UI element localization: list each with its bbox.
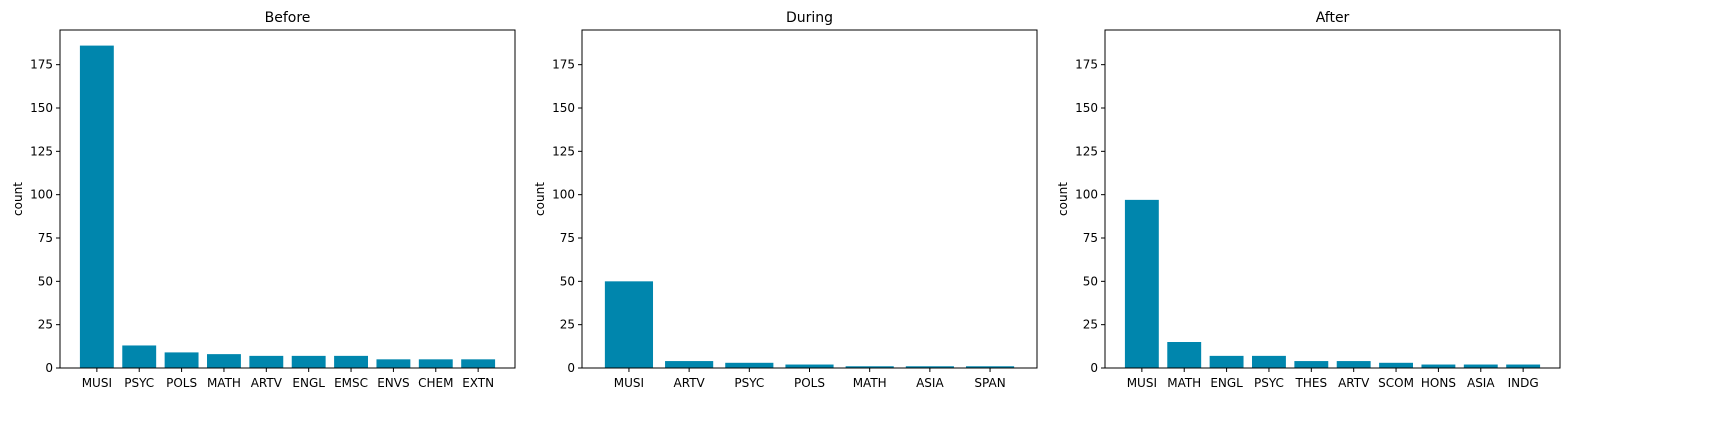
- plot-frame: [1104, 29, 1561, 369]
- x-tick-label: PSYC: [1254, 376, 1284, 390]
- bar-chem: [418, 359, 453, 368]
- x-tick-label: ARTV: [1338, 376, 1370, 390]
- y-tick-label: 75: [1083, 231, 1098, 245]
- x-tick-label: MATH: [1167, 376, 1201, 390]
- subplot-during: During count MUSI ARTV PSYC POLS MATH ASIA SPAN 0…: [533, 10, 1038, 390]
- x-tick-label: EXTN: [462, 376, 494, 390]
- bar-artv: [665, 361, 714, 368]
- x-tick-label: ENGL: [1210, 376, 1243, 390]
- chart-title: Before: [265, 10, 311, 26]
- chart-title: After: [1316, 10, 1350, 26]
- y-tick-label: 75: [560, 231, 575, 245]
- y-tick-label: 50: [560, 274, 575, 288]
- y-axis-label: count: [11, 182, 25, 216]
- chart-title: During: [786, 10, 833, 26]
- x-tick-label: THES: [1295, 376, 1328, 390]
- y-tick-label: 0: [567, 361, 575, 375]
- y-tick-label: 100: [30, 188, 53, 202]
- y-tick-label: 100: [1075, 188, 1098, 202]
- y-tick-label: 25: [560, 318, 575, 332]
- x-tick-label: ASIA: [916, 376, 944, 390]
- x-tick-label: POLS: [794, 376, 825, 390]
- bar-pols: [785, 364, 834, 368]
- y-tick-label: 0: [1090, 361, 1098, 375]
- y-tick-label: 25: [1083, 318, 1098, 332]
- x-tick-label: MUSI: [1127, 376, 1157, 390]
- x-tick-label: PSYC: [734, 376, 764, 390]
- x-tick-label: EMSC: [334, 376, 368, 390]
- y-axis-label: count: [1056, 182, 1070, 216]
- bar-emsc: [334, 355, 368, 368]
- x-tick-label: SCOM: [1378, 376, 1414, 390]
- bar-asia: [1463, 364, 1498, 368]
- bar-math: [1167, 342, 1202, 368]
- y-tick-label: 150: [1075, 101, 1098, 115]
- subplot-before: Before count MUSI PSYC POLS MATH ARTV ENGL EMSC E…: [11, 10, 516, 390]
- x-tick-label: INDG: [1508, 376, 1539, 390]
- y-tick-label: 100: [552, 188, 575, 202]
- bar-scom: [1379, 362, 1413, 368]
- x-tick-label: ASIA: [1467, 376, 1495, 390]
- y-tick-label: 175: [1075, 58, 1098, 72]
- y-tick-label: 25: [38, 318, 53, 332]
- y-tick-label: 50: [38, 274, 53, 288]
- bar-envs: [376, 359, 411, 368]
- bar-engl: [1209, 355, 1244, 368]
- x-tick-label: ENVS: [377, 376, 409, 390]
- bar-indg: [1506, 364, 1541, 368]
- x-tick-label: ARTV: [251, 376, 283, 390]
- x-tick-label: MUSI: [82, 376, 112, 390]
- y-tick-label: 125: [552, 144, 575, 158]
- bar-artv: [1336, 361, 1371, 368]
- y-tick-label: 50: [1083, 274, 1098, 288]
- x-tick-label: MATH: [207, 376, 241, 390]
- bar-musi: [1124, 199, 1159, 368]
- bar-psyc: [1252, 355, 1286, 368]
- y-axis-label: count: [533, 182, 547, 216]
- y-tick-label: 150: [552, 101, 575, 115]
- bar-hons: [1421, 364, 1456, 368]
- x-tick-label: PSYC: [124, 376, 154, 390]
- x-tick-label: CHEM: [418, 376, 453, 390]
- x-tick-label: MATH: [853, 376, 887, 390]
- bar-math: [845, 366, 894, 368]
- bar-thes: [1294, 361, 1329, 368]
- bar-artv: [249, 355, 284, 368]
- bar-musi: [79, 45, 114, 368]
- y-tick-label: 175: [30, 58, 53, 72]
- bar-span: [965, 366, 1015, 368]
- x-tick-label: ENGL: [292, 376, 325, 390]
- x-tick-label: SPAN: [974, 376, 1005, 390]
- y-tick-label: 0: [45, 361, 53, 375]
- bar-pols: [164, 352, 199, 368]
- x-tick-label: ARTV: [674, 376, 706, 390]
- y-tick-label: 125: [30, 144, 53, 158]
- bar-engl: [291, 355, 326, 368]
- bar-musi: [604, 281, 654, 368]
- y-tick-label: 75: [38, 231, 53, 245]
- y-tick-label: 125: [1075, 144, 1098, 158]
- bar-psyc: [725, 362, 774, 368]
- x-tick-label: HONS: [1421, 376, 1456, 390]
- bar-extn: [461, 359, 496, 368]
- bar-asia: [905, 366, 954, 368]
- bar-math: [207, 354, 241, 368]
- plot-frame: [59, 29, 516, 369]
- subplot-after: After count MUSI MATH ENGL PSYC THES ARTV SCOM HO…: [1056, 10, 1561, 390]
- bar-psyc: [122, 345, 157, 368]
- plot-frame: [581, 29, 1038, 369]
- x-tick-label: POLS: [166, 376, 197, 390]
- y-tick-label: 175: [552, 58, 575, 72]
- y-tick-label: 150: [30, 101, 53, 115]
- x-tick-label: MUSI: [614, 376, 644, 390]
